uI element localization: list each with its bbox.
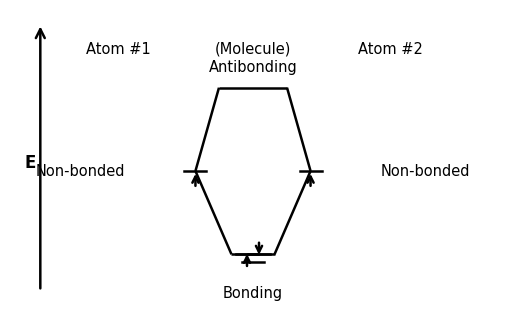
Text: Atom #1: Atom #1: [85, 42, 150, 57]
Text: (Molecule): (Molecule): [215, 42, 290, 57]
Text: E: E: [25, 154, 36, 172]
Text: Atom #2: Atom #2: [358, 42, 422, 57]
Text: Non-bonded: Non-bonded: [36, 164, 125, 179]
Text: Bonding: Bonding: [223, 286, 282, 301]
Text: Non-bonded: Non-bonded: [380, 164, 469, 179]
Text: Antibonding: Antibonding: [208, 60, 297, 75]
